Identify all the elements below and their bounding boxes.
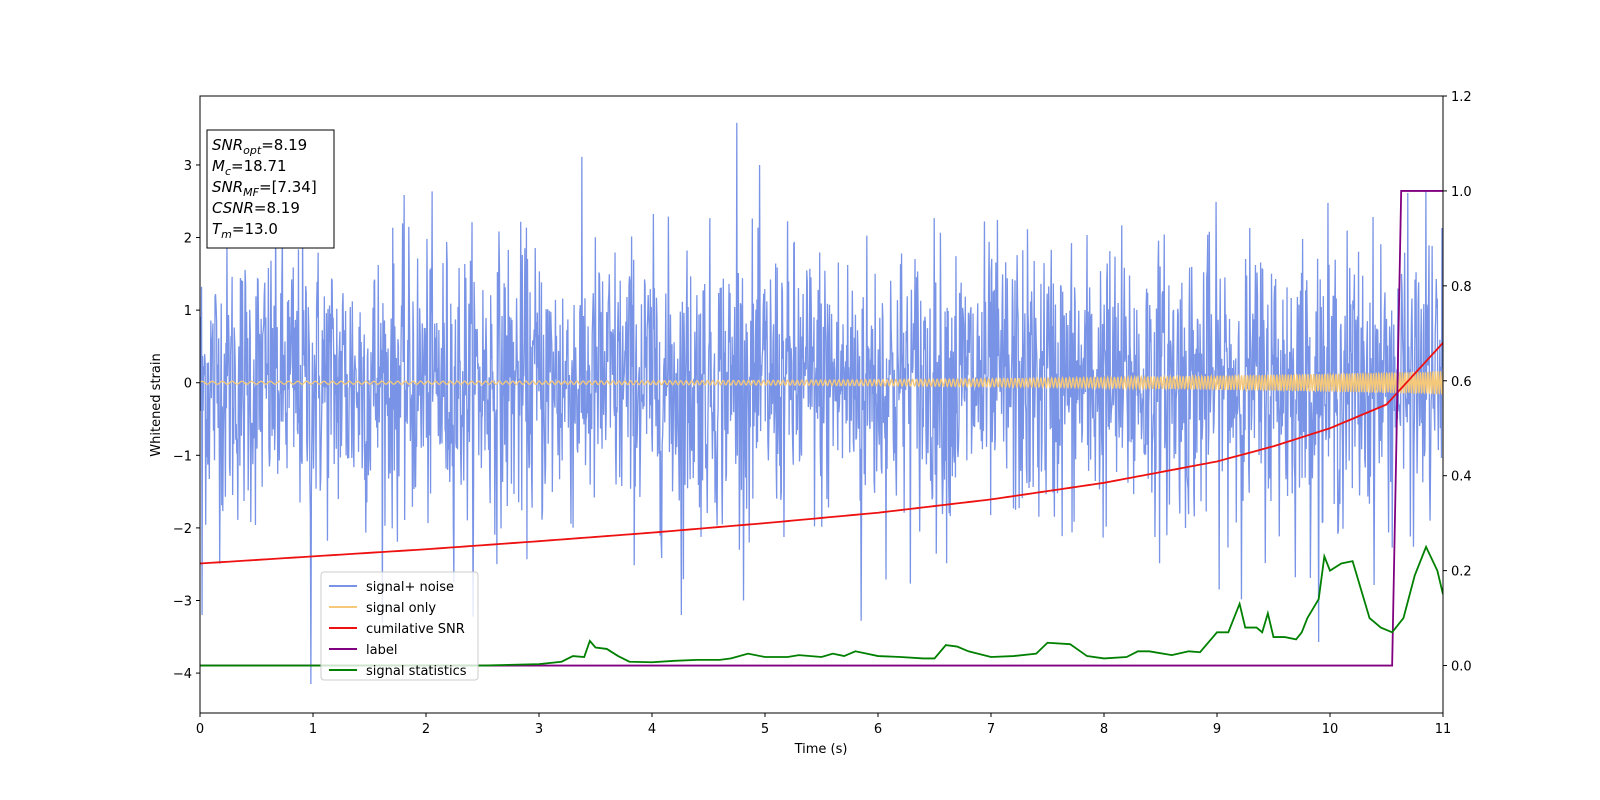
- y-axis-ticks: −4 −3 −2 −1 0 1 2 3: [173, 159, 200, 682]
- right-y-tick-label: 1.2: [1451, 90, 1472, 105]
- info-line: CSNR=8.19: [212, 199, 300, 217]
- x-axis-ticks: 0 1 2 3 4 5 6 7 8 9 10 11: [196, 713, 1451, 737]
- legend-label: cumilative SNR: [366, 622, 465, 637]
- info-box: SNRopt=8.19Mc=18.71SNRMF=[7.34]CSNR=8.19…: [206, 129, 335, 249]
- x-tick-label: 9: [1213, 722, 1221, 737]
- x-tick-label: 3: [535, 722, 543, 737]
- y-tick-label: 3: [184, 159, 192, 174]
- x-tick-label: 0: [196, 722, 204, 737]
- legend-label: label: [366, 643, 397, 658]
- x-tick-label: 8: [1100, 722, 1108, 737]
- right-y-tick-label: 0.2: [1451, 565, 1472, 580]
- label-line: [200, 190, 1443, 667]
- y-tick-label: 1: [184, 304, 192, 319]
- y-tick-label: 0: [184, 377, 192, 392]
- legend-label: signal+ noise: [366, 580, 454, 595]
- x-tick-label: 5: [761, 722, 769, 737]
- info-line: SNRopt=8.19: [212, 136, 307, 157]
- y-tick-label: −3: [173, 594, 192, 609]
- right-y-tick-label: 1.0: [1451, 185, 1472, 200]
- info-line: Mc=18.71: [212, 157, 287, 178]
- info-line: Tm=13.0: [212, 220, 278, 241]
- signal-only-line: [200, 371, 1443, 395]
- right-y-tick-label: 0.8: [1451, 280, 1472, 295]
- axes-frame: [199, 95, 1444, 714]
- legend-label: signal statistics: [366, 664, 467, 679]
- legend: signal+ noise signal only cumilative SNR la…: [320, 571, 479, 681]
- right-y-axis-ticks: 0.0 0.2 0.4 0.6 0.8 1.0 1.2: [1443, 90, 1472, 675]
- y-tick-label: −4: [173, 667, 192, 682]
- x-tick-label: 6: [874, 722, 882, 737]
- x-tick-label: 4: [648, 722, 656, 737]
- x-tick-label: 1: [309, 722, 317, 737]
- x-tick-label: 7: [987, 722, 995, 737]
- right-y-tick-label: 0.6: [1451, 375, 1472, 390]
- right-y-tick-label: 0.4: [1451, 470, 1472, 485]
- y-tick-label: −2: [173, 522, 192, 537]
- info-line: SNRMF=[7.34]: [212, 178, 317, 199]
- y-axis-label: Whitened strain: [149, 353, 164, 456]
- legend-label: signal only: [366, 601, 436, 616]
- x-tick-label: 11: [1435, 722, 1452, 737]
- x-tick-label: 2: [422, 722, 430, 737]
- y-tick-label: 2: [184, 232, 192, 247]
- plot-area: [200, 122, 1443, 684]
- x-tick-label: 10: [1322, 722, 1339, 737]
- y-tick-label: −1: [173, 449, 192, 464]
- cumulative-snr-line: [200, 342, 1443, 565]
- right-y-tick-label: 0.0: [1451, 660, 1472, 675]
- signal-statistics-line: [200, 544, 1443, 667]
- x-axis-label: Time (s): [794, 742, 848, 757]
